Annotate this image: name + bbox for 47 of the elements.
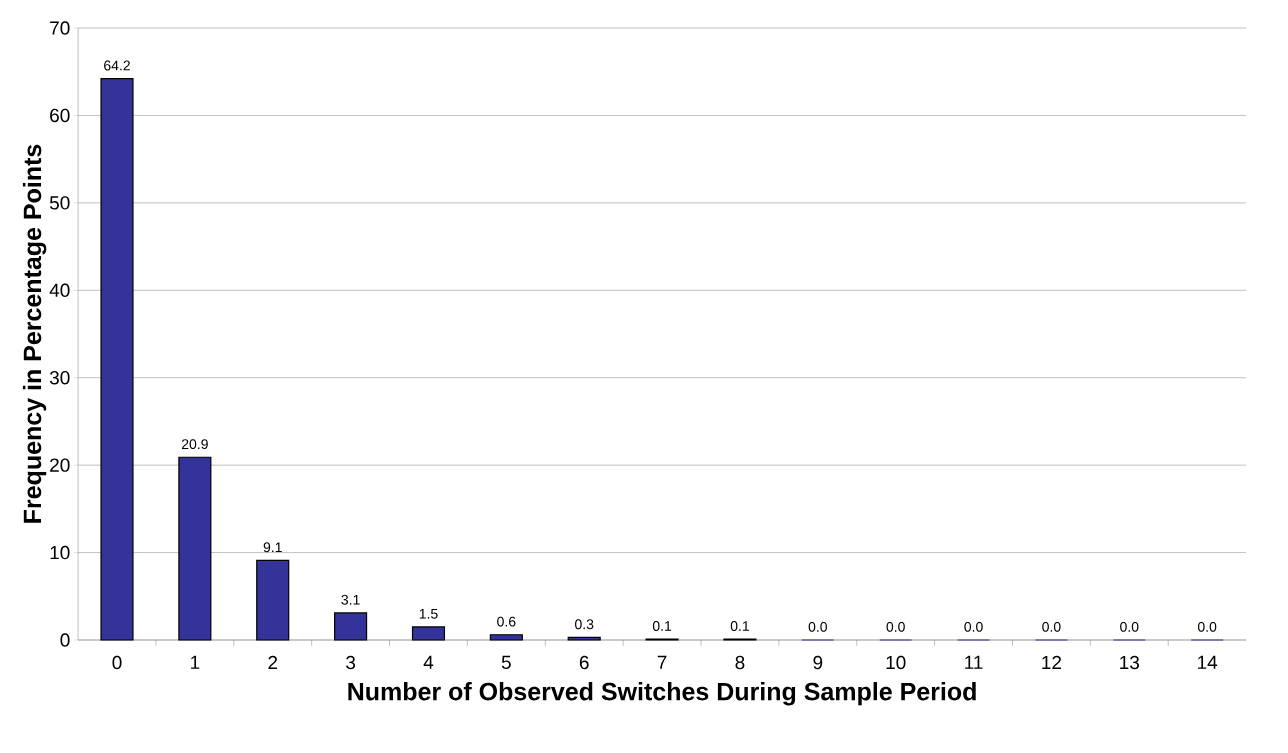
y-tick-label: 50 [49, 196, 70, 210]
data-label: 3.1 [341, 594, 360, 605]
y-tick-label: 40 [49, 283, 70, 298]
x-tick-label: 14 [1198, 655, 1218, 669]
data-label: 0.0 [964, 621, 983, 632]
data-label: 0.6 [497, 616, 516, 627]
data-label: 20.9 [181, 439, 208, 450]
data-label: 0.1 [730, 621, 749, 631]
x-tick-label: 11 [965, 655, 983, 669]
y-tick-label: 70 [50, 21, 70, 35]
x-tick-label: 9 [813, 655, 823, 670]
x-tick-label: 12 [1042, 655, 1062, 670]
x-tick-label: 1 [191, 655, 200, 669]
x-tick-label: 2 [268, 655, 278, 670]
x-tick-label: 10 [886, 655, 906, 670]
x-tick-label: 3 [346, 655, 356, 670]
data-label: 1.5 [419, 608, 438, 619]
x-axis-title: Number of Observed Switches During Sample Period [348, 682, 976, 706]
y-axis-title: Frequency in Percentage Points [22, 144, 47, 523]
data-label: 0.3 [575, 619, 594, 630]
y-tick-label: 20 [50, 458, 70, 472]
y-tick-label: 10 [50, 545, 70, 560]
bar [411, 626, 446, 641]
x-tick-label: 5 [501, 655, 511, 670]
y-tick-label: 60 [50, 108, 70, 123]
data-label: 0.1 [652, 621, 672, 631]
data-label: 0.0 [808, 621, 827, 632]
data-label: 0.0 [1042, 621, 1061, 632]
data-label: 0.0 [1197, 621, 1217, 632]
x-tick-label: 13 [1120, 655, 1140, 670]
data-label: 0.0 [1120, 621, 1139, 632]
bar [489, 634, 523, 641]
y-tick-label: 30 [49, 370, 70, 385]
x-tick-label: 7 [657, 655, 667, 669]
bar [567, 636, 601, 641]
bar [256, 559, 290, 641]
bar [334, 612, 368, 641]
data-label: 0.0 [886, 621, 905, 632]
bar [100, 78, 134, 641]
bar [178, 456, 212, 641]
data-label: 64.2 [104, 60, 130, 71]
x-tick-label: 6 [579, 655, 589, 670]
y-tick-label: 0 [60, 633, 70, 647]
x-tick-label: 8 [735, 655, 745, 670]
data-label: 9.1 [263, 542, 282, 553]
x-tick-label: 4 [423, 655, 434, 669]
x-tick-label: 0 [112, 655, 122, 670]
